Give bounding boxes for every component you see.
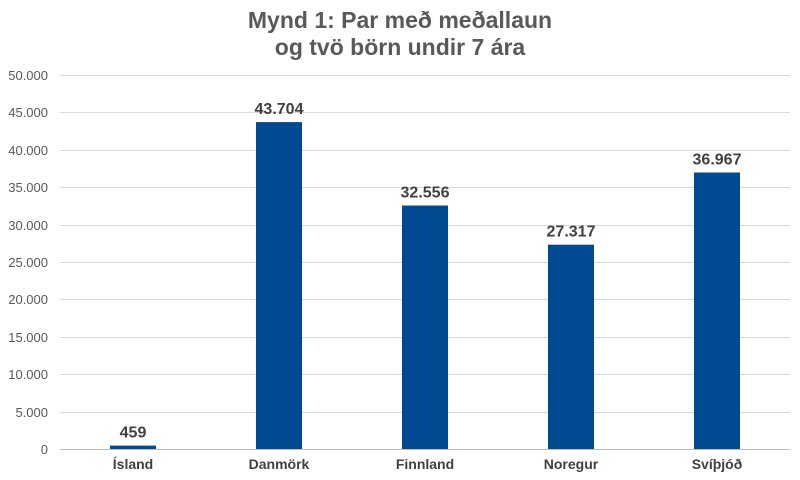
bar-noregur [548,244,594,449]
bar-svíþjóð [694,172,740,449]
y-tick-label: 25.000 [8,255,48,270]
x-category-label: Svíþjóð [692,456,743,472]
y-tick-label: 40.000 [8,143,48,158]
y-tick-label: 45.000 [8,105,48,120]
data-label: 32.556 [401,185,450,202]
y-tick-label: 50.000 [8,68,48,83]
chart-title-line-2: og tvö börn undir 7 ára [275,34,526,60]
y-axis-tick-labels: 0 5.000 10.000 15.000 20.000 25.000 30.000 35.0… [8,68,48,457]
bar-danmörk [256,122,302,449]
y-tick-label: 5.000 [15,405,48,420]
y-tick-label: 15.000 [8,330,48,345]
x-category-label: Finnland [396,456,454,472]
y-tick-label: 30.000 [8,218,48,233]
x-axis-category-labels: Ísland Danmörk Finnland Noregur Svíþjóð [113,456,743,472]
y-tick-label: 35.000 [8,180,48,195]
data-labels: 459 43.704 32.556 27.317 36.967 [120,101,742,442]
x-category-label: Danmörk [249,456,310,472]
bar-ísland [110,445,156,449]
data-label: 27.317 [547,224,596,241]
bars [110,122,740,449]
y-tick-label: 0 [41,442,48,457]
data-label: 459 [120,425,147,442]
data-label: 36.967 [693,152,742,169]
bar-finnland [402,205,448,449]
x-category-label: Ísland [113,456,153,472]
data-label: 43.704 [255,101,304,118]
y-tick-label: 10.000 [8,367,48,382]
y-tick-label: 20.000 [8,292,48,307]
chart-title-line-1: Mynd 1: Par með meðallaun [248,7,552,33]
x-category-label: Noregur [544,456,599,472]
